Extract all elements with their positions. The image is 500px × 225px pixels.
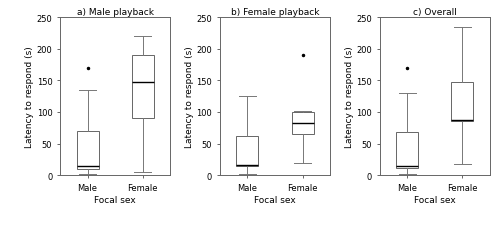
Title: c) Overall: c) Overall xyxy=(413,8,457,17)
X-axis label: Focal sex: Focal sex xyxy=(414,195,456,204)
PathPatch shape xyxy=(292,112,314,135)
PathPatch shape xyxy=(452,82,473,122)
PathPatch shape xyxy=(132,56,154,119)
X-axis label: Focal sex: Focal sex xyxy=(254,195,296,204)
PathPatch shape xyxy=(236,136,258,166)
X-axis label: Focal sex: Focal sex xyxy=(94,195,136,204)
PathPatch shape xyxy=(76,131,98,169)
Y-axis label: Latency to respond (s): Latency to respond (s) xyxy=(184,46,194,147)
PathPatch shape xyxy=(396,133,418,168)
Y-axis label: Latency to respond (s): Latency to respond (s) xyxy=(25,46,34,147)
Title: b) Female playback: b) Female playback xyxy=(231,8,320,17)
Y-axis label: Latency to respond (s): Latency to respond (s) xyxy=(344,46,354,147)
Title: a) Male playback: a) Male playback xyxy=(76,8,154,17)
